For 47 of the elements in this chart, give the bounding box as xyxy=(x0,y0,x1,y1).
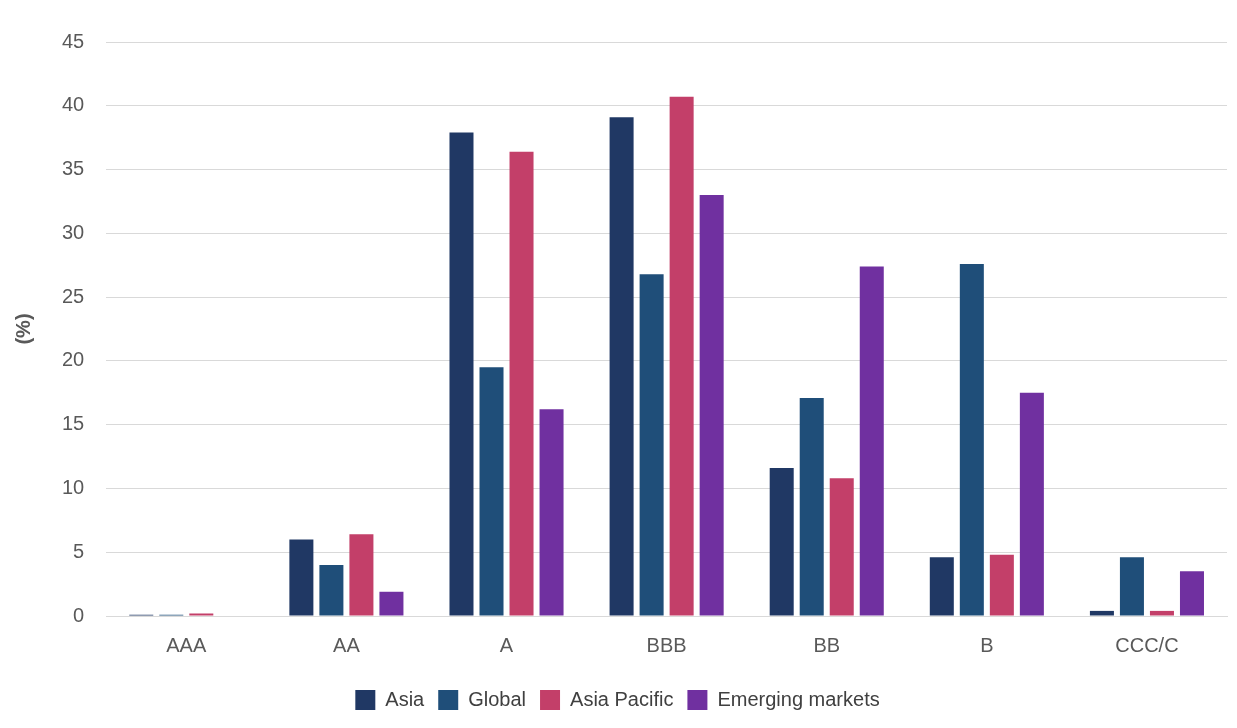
bar xyxy=(799,397,824,616)
bar xyxy=(319,564,344,616)
legend-label: Global xyxy=(468,687,527,710)
bar xyxy=(929,557,954,616)
bar xyxy=(1119,557,1144,616)
bar xyxy=(829,478,854,616)
bar xyxy=(1149,610,1174,616)
bar xyxy=(989,554,1014,616)
y-tick-label: 25 xyxy=(62,284,85,307)
bar xyxy=(379,591,404,616)
x-tick-label: A xyxy=(499,633,514,656)
legend-label: Emerging markets xyxy=(717,687,880,710)
bar xyxy=(609,117,634,616)
y-tick-label: 45 xyxy=(62,29,85,52)
bar xyxy=(289,539,314,616)
bar xyxy=(959,263,984,616)
y-tick-label: 30 xyxy=(62,220,85,243)
y-tick-label: 5 xyxy=(73,539,85,562)
legend-label: Asia Pacific xyxy=(570,687,674,710)
bar xyxy=(479,367,504,616)
y-tick-label: 40 xyxy=(62,93,85,116)
bar xyxy=(1179,571,1204,616)
bar xyxy=(699,195,724,616)
bar xyxy=(449,132,474,616)
x-tick-label: AAA xyxy=(166,633,207,656)
y-tick-label: 20 xyxy=(62,348,85,371)
y-tick-label: 35 xyxy=(62,157,85,180)
bar xyxy=(639,274,664,616)
bar xyxy=(509,151,534,616)
bar xyxy=(1019,392,1044,616)
bar xyxy=(859,266,884,616)
x-tick-label: BBB xyxy=(646,633,687,656)
y-tick-label: 10 xyxy=(62,475,85,498)
bar xyxy=(1089,610,1114,616)
x-tick-label: CCC/C xyxy=(1115,633,1179,656)
x-tick-label: BB xyxy=(813,633,841,656)
y-tick-label: 0 xyxy=(73,603,85,626)
bar xyxy=(769,468,794,616)
bar xyxy=(189,613,214,616)
y-tick-label: 15 xyxy=(62,412,85,435)
bar xyxy=(349,534,374,616)
x-tick-label: B xyxy=(980,633,994,656)
x-tick-label: AA xyxy=(333,633,361,656)
bar xyxy=(669,96,694,616)
y-axis-title: (%) xyxy=(11,313,34,345)
bar xyxy=(539,409,564,616)
legend-label: Asia xyxy=(385,687,426,710)
